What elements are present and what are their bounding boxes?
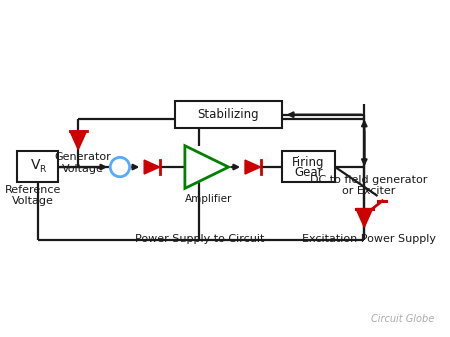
Text: Reference
Voltage: Reference Voltage bbox=[4, 184, 61, 206]
Text: Gear: Gear bbox=[294, 166, 323, 179]
Text: V: V bbox=[31, 158, 40, 172]
Text: Circuit Globe: Circuit Globe bbox=[371, 314, 434, 324]
Polygon shape bbox=[356, 209, 373, 227]
Text: R: R bbox=[39, 165, 45, 175]
Text: Stabilizing: Stabilizing bbox=[198, 108, 259, 121]
FancyBboxPatch shape bbox=[282, 151, 335, 182]
Text: Excitation Power Supply: Excitation Power Supply bbox=[302, 234, 436, 244]
Text: Firing: Firing bbox=[292, 156, 325, 169]
Polygon shape bbox=[144, 160, 160, 174]
Polygon shape bbox=[70, 131, 86, 150]
Text: Amplifier: Amplifier bbox=[185, 194, 232, 204]
Text: Power Supply to Circuit: Power Supply to Circuit bbox=[135, 234, 264, 244]
FancyBboxPatch shape bbox=[175, 101, 282, 128]
Polygon shape bbox=[245, 160, 261, 174]
Text: Generator
Voltage: Generator Voltage bbox=[55, 153, 112, 174]
FancyBboxPatch shape bbox=[17, 151, 58, 182]
Circle shape bbox=[110, 157, 130, 177]
Text: DC to field generator
or Exciter: DC to field generator or Exciter bbox=[310, 175, 428, 196]
Polygon shape bbox=[185, 146, 229, 188]
